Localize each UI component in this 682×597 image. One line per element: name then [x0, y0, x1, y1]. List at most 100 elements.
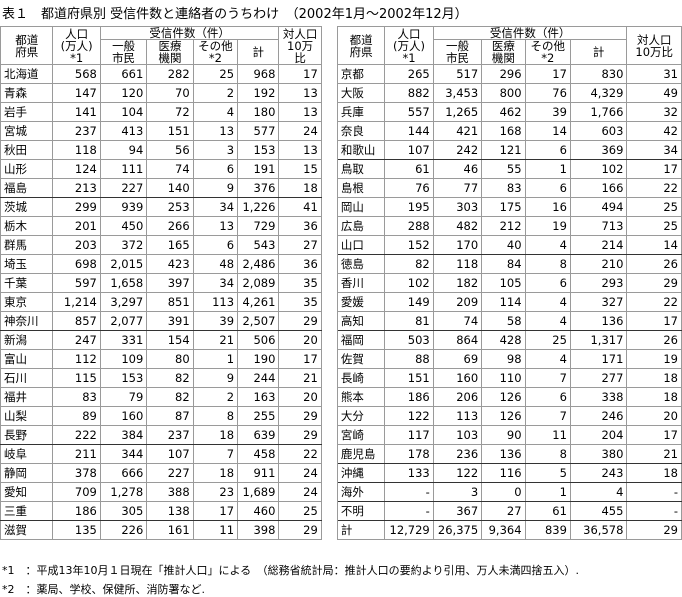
number-cell: 543 [237, 235, 280, 255]
number-cell: 864 [432, 330, 483, 350]
number-cell: 17 [626, 159, 682, 179]
number-cell: 118 [52, 140, 101, 160]
number-cell: 246 [569, 406, 628, 426]
number-cell: 24 [278, 463, 322, 483]
spacer [320, 387, 338, 407]
number-cell: 76 [524, 83, 571, 103]
number-cell: 247 [52, 330, 101, 350]
header-cell: 計 [237, 39, 280, 65]
number-cell: 138 [146, 501, 194, 521]
number-cell: 568 [52, 64, 101, 84]
number-cell: 203 [52, 235, 101, 255]
number-cell: 115 [52, 368, 101, 388]
number-cell: 428 [481, 330, 526, 350]
number-cell: 226 [99, 520, 148, 540]
number-cell: 102 [384, 273, 434, 293]
number-cell: 661 [99, 64, 148, 84]
header-cell: その他 *2 [192, 39, 239, 65]
number-cell: 639 [237, 425, 280, 445]
number-cell: 23 [192, 482, 239, 502]
number-cell: 1,214 [52, 292, 101, 312]
number-cell: 55 [481, 159, 526, 179]
number-cell: 27 [278, 235, 322, 255]
number-cell: 398 [237, 520, 280, 540]
number-cell: 282 [146, 64, 194, 84]
prefecture-cell: 高知 [336, 311, 386, 331]
number-cell: 3,297 [99, 292, 148, 312]
number-cell: 857 [52, 311, 101, 331]
prefecture-cell: 岩手 [0, 102, 54, 122]
number-cell: 171 [569, 349, 628, 369]
footnote: *1 ：平成13年10月１日現在「推計人口」による （総務省統計局：推計人口の要… [2, 564, 579, 577]
table-row: 愛知 709 1,278 388 23 1,689 24 海外 -3 0 1 4- [0, 482, 682, 502]
number-cell: 3 [432, 482, 483, 502]
number-cell: 84 [481, 254, 526, 274]
prefecture-cell: 栃木 [0, 216, 54, 236]
number-cell: 114 [481, 292, 526, 312]
header-cell: 対人口 10万比 [626, 26, 682, 65]
table-row: 東京 1,214 3,297 851 113 4,261 35 愛媛 149 209 114 4 327… [0, 292, 682, 312]
prefecture-cell: 沖縄 [336, 463, 386, 483]
title: 表１ 都道府県別 受信件数と連絡者のうちわけ （2002年1月～2002年12月… [2, 7, 468, 22]
number-cell: 1 [524, 482, 571, 502]
number-cell: 83 [481, 178, 526, 198]
prefecture-cell: 山口 [336, 235, 386, 255]
prefecture-cell: 秋田 [0, 140, 54, 160]
number-cell: 74 [432, 311, 483, 331]
number-cell: 22 [626, 292, 682, 312]
header-cell: 人口 (万人) *1 [384, 26, 434, 65]
number-cell: 83 [52, 387, 101, 407]
number-cell: 48 [192, 254, 239, 274]
header-cell: 一般 市民 [99, 39, 148, 65]
number-cell: 503 [384, 330, 434, 350]
number-cell: 597 [52, 273, 101, 293]
spacer [320, 330, 338, 350]
number-cell: 7 [524, 368, 571, 388]
prefecture-cell: 海外 [336, 482, 386, 502]
number-cell: 152 [384, 235, 434, 255]
number-cell: 77 [432, 178, 483, 198]
number-cell: 147 [52, 83, 101, 103]
number-cell: 1,265 [432, 102, 483, 122]
number-cell: 7 [524, 406, 571, 426]
number-cell: 112 [52, 349, 101, 369]
number-cell: 89 [52, 406, 101, 426]
spacer [320, 235, 338, 255]
number-cell: 113 [432, 406, 483, 426]
prefecture-cell: 奈良 [336, 121, 386, 141]
number-cell: 168 [481, 121, 526, 141]
number-cell: 69 [432, 349, 483, 369]
prefecture-cell: 山梨 [0, 406, 54, 426]
number-cell: 1,278 [99, 482, 148, 502]
spacer [320, 216, 338, 236]
number-cell: 24 [278, 121, 322, 141]
number-cell: 26 [626, 330, 682, 350]
number-cell: 190 [237, 349, 280, 369]
number-cell: 1 [524, 159, 571, 179]
prefecture-cell: 島根 [336, 178, 386, 198]
table-row: 栃木 201 450 266 13 729 36 広島 288 482 212 19 713 25 [0, 216, 682, 236]
number-cell: 388 [146, 482, 194, 502]
number-cell: 303 [432, 197, 483, 217]
number-cell: 163 [237, 387, 280, 407]
number-cell: 19 [626, 349, 682, 369]
number-cell: 18 [626, 387, 682, 407]
number-cell: 6 [192, 235, 239, 255]
number-cell: 46 [432, 159, 483, 179]
number-cell: - [384, 501, 434, 521]
number-cell: 882 [384, 83, 434, 103]
number-cell: 26 [626, 254, 682, 274]
number-cell: 4 [524, 292, 571, 312]
prefecture-cell: 茨城 [0, 197, 54, 217]
number-cell: 29 [278, 311, 322, 331]
number-cell: 237 [52, 121, 101, 141]
number-cell: 17 [524, 64, 571, 84]
number-cell: 32 [626, 102, 682, 122]
header-cell: 受信件数（件） [99, 26, 280, 40]
prefecture-cell: 和歌山 [336, 140, 386, 160]
number-cell: 698 [52, 254, 101, 274]
number-cell: 2,077 [99, 311, 148, 331]
number-cell: 506 [237, 330, 280, 350]
number-cell: 121 [481, 140, 526, 160]
